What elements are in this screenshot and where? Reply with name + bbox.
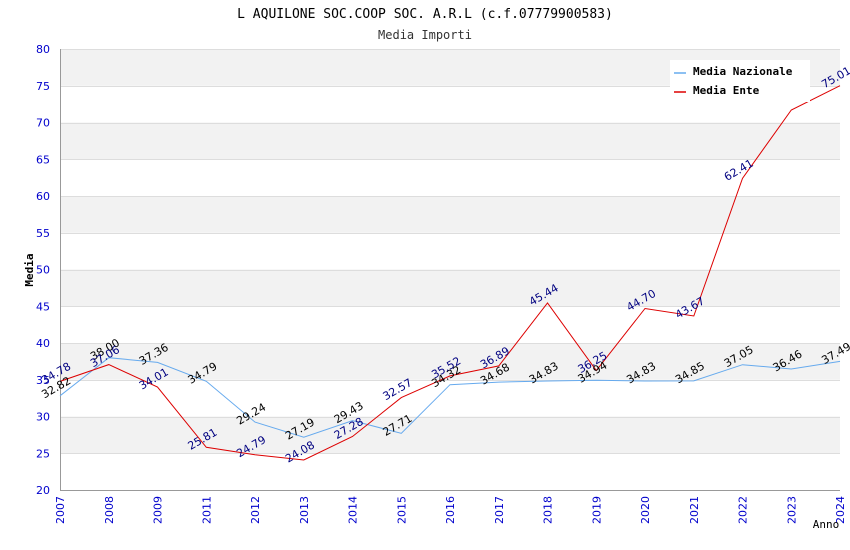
y-axis-title: Media [23, 253, 36, 286]
x-tick-label: 2016 [444, 496, 457, 524]
chart-title: L AQUILONE SOC.COOP SOC. A.R.L (c.f.0777… [237, 7, 613, 22]
plot-band [60, 159, 840, 196]
plot-background [60, 49, 840, 490]
legend: Media Nazionale Media Ente [670, 60, 810, 102]
y-tick-label: 65 [36, 153, 50, 166]
series-lines [59, 85, 841, 461]
x-tick-label: 2008 [103, 496, 116, 524]
plot-band [60, 453, 840, 490]
x-axis-title: Anno [813, 518, 840, 531]
plot-band [60, 269, 840, 307]
y-tick-label: 30 [36, 411, 50, 424]
y-tick-label: 60 [36, 190, 50, 203]
x-tick-label: 2018 [542, 496, 555, 524]
y-tick-label: 50 [36, 264, 50, 277]
x-tick-label: 2007 [54, 496, 67, 524]
legend-label-ente: Media Ente [693, 84, 760, 97]
x-tick-label: 2012 [249, 496, 262, 524]
y-tick-label: 75 [36, 80, 50, 93]
y-tick-labels: 20 25 30 35 40 45 50 55 60 65 70 75 80 [36, 43, 50, 497]
y-tick-label: 55 [36, 227, 50, 240]
plot-band [60, 122, 840, 160]
plot-band [60, 306, 840, 343]
y-tick-label: 45 [36, 300, 50, 313]
x-tick-labels: 2007 2008 2009 2011 2012 2013 2014 2015 2016 2017… [54, 496, 847, 524]
x-tick-label: 2009 [152, 496, 165, 524]
x-tick-label: 2019 [590, 496, 603, 524]
series-line-nazionale [59, 357, 841, 438]
x-tick-label: 2014 [347, 496, 360, 524]
legend-box [670, 60, 810, 102]
series-line-ente [59, 85, 841, 461]
x-tick-label: 2013 [298, 496, 311, 524]
y-tick-label: 70 [36, 117, 50, 130]
legend-label-nazionale: Media Nazionale [693, 65, 793, 78]
plot-band [60, 379, 840, 417]
x-tick-label: 2022 [737, 496, 750, 524]
y-tick-label: 20 [36, 484, 50, 497]
x-tick-label: 2015 [395, 496, 408, 524]
x-tick-label: 2017 [493, 496, 506, 524]
plot-band [60, 343, 840, 380]
plot-band [60, 196, 840, 233]
x-tick-label: 2020 [639, 496, 652, 524]
y-tick-label: 40 [36, 337, 50, 350]
x-tick-label: 2023 [785, 496, 798, 524]
axes [60, 49, 840, 491]
x-tick-label: 2024 [834, 496, 847, 524]
y-tick-label: 80 [36, 43, 50, 56]
plot-band [60, 232, 840, 270]
x-tick-label: 2011 [200, 496, 213, 524]
y-tick-label: 25 [36, 447, 50, 460]
x-tick-label: 2021 [688, 496, 701, 524]
y-tick-label: 35 [36, 374, 50, 387]
chart-subtitle: Media Importi [378, 28, 472, 42]
plot-band [60, 416, 840, 454]
